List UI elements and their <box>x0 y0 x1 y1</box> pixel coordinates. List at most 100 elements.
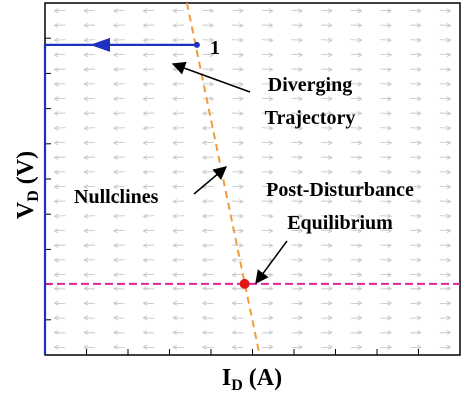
field-arrow <box>261 286 274 291</box>
field-arrow <box>439 330 451 335</box>
field-arrow <box>291 257 303 263</box>
field-arrow <box>202 330 214 335</box>
field-arrow <box>410 243 422 248</box>
field-arrow <box>113 213 125 219</box>
field-arrow <box>54 169 66 175</box>
field-arrow <box>232 125 244 131</box>
field-arrow <box>202 344 214 350</box>
points-layer <box>193 41 250 289</box>
field-arrow <box>261 184 274 190</box>
field-arrow <box>83 37 95 43</box>
equilibrium-point-marker <box>239 278 250 289</box>
field-arrow <box>291 140 303 146</box>
field-arrow <box>439 243 451 248</box>
field-arrow <box>113 300 125 306</box>
field-arrow <box>83 300 95 306</box>
field-arrow <box>202 8 214 14</box>
field-arrow <box>202 111 214 116</box>
field-arrow <box>291 272 303 278</box>
annotation-line-1: Post-Disturbance <box>266 179 414 201</box>
field-arrow <box>380 81 392 87</box>
field-arrow <box>54 37 66 43</box>
field-arrow <box>261 169 274 175</box>
field-arrow <box>113 169 125 175</box>
annotation-line-2: Equilibrium <box>287 212 393 234</box>
field-arrow <box>232 67 244 72</box>
field-arrow <box>54 125 66 131</box>
field-arrow <box>143 37 155 43</box>
annotation-arrow-equilibrium <box>255 240 288 285</box>
field-arrow <box>172 300 184 306</box>
field-arrow <box>202 140 214 146</box>
field-arrow <box>231 344 244 350</box>
field-arrow <box>350 169 362 175</box>
field-arrow <box>261 52 274 58</box>
field-arrow <box>143 81 155 87</box>
field-arrow <box>172 111 184 116</box>
field-arrow <box>231 315 244 321</box>
field-arrow <box>113 67 125 72</box>
field-arrow <box>83 257 95 263</box>
field-arrow <box>380 140 392 146</box>
field-arrow <box>321 23 333 28</box>
field-arrow <box>54 344 66 350</box>
field-arrow <box>113 184 125 190</box>
field-arrow <box>410 344 422 350</box>
field-arrow <box>113 315 125 321</box>
field-arrow <box>261 23 274 28</box>
field-arrow <box>83 8 95 14</box>
field-arrow <box>380 67 392 72</box>
field-arrow <box>439 286 451 291</box>
field-arrow <box>232 23 244 28</box>
field-arrow <box>380 199 392 204</box>
field-arrow <box>202 52 214 58</box>
field-arrow <box>54 184 66 190</box>
field-arrow <box>321 228 333 234</box>
field-arrow <box>232 155 244 160</box>
field-arrow <box>232 52 244 58</box>
field-arrow <box>350 199 362 204</box>
field-arrow <box>232 213 244 219</box>
field-arrow <box>410 199 422 204</box>
field-arrow <box>350 243 362 248</box>
field-arrow <box>54 243 66 248</box>
field-arrow <box>321 96 333 102</box>
field-arrow <box>202 199 214 204</box>
field-arrow <box>321 155 333 160</box>
field-arrow <box>439 140 451 146</box>
field-arrow <box>261 81 274 87</box>
field-arrow <box>291 23 303 28</box>
field-arrow <box>54 272 66 278</box>
field-arrow <box>439 300 451 306</box>
field-arrow <box>410 184 422 190</box>
field-arrow <box>439 272 451 278</box>
field-arrow <box>380 330 392 335</box>
field-arrow <box>113 155 125 160</box>
field-arrow <box>291 300 303 306</box>
field-arrow <box>202 213 214 219</box>
field-arrow <box>113 257 125 263</box>
annotation-arrow-nullclines <box>193 166 228 195</box>
field-arrow <box>261 37 274 43</box>
field-arrow <box>113 286 125 291</box>
field-arrow <box>261 8 274 14</box>
field-arrow <box>232 169 244 175</box>
field-arrow <box>232 37 244 43</box>
field-arrow <box>410 213 422 219</box>
field-arrow <box>54 300 66 306</box>
field-arrow <box>113 344 125 350</box>
field-arrow <box>321 52 333 58</box>
field-arrow <box>83 23 95 28</box>
field-arrow <box>439 213 451 219</box>
field-arrow <box>439 315 451 321</box>
field-arrow <box>172 169 184 175</box>
field-arrow <box>202 37 214 43</box>
field-arrow <box>350 184 362 190</box>
field-arrow <box>143 330 155 335</box>
field-arrow <box>113 37 125 43</box>
field-arrow <box>232 111 244 116</box>
field-arrow <box>350 67 362 72</box>
field-arrow <box>410 228 422 234</box>
field-arrow <box>410 330 422 335</box>
field-arrow <box>321 37 333 43</box>
